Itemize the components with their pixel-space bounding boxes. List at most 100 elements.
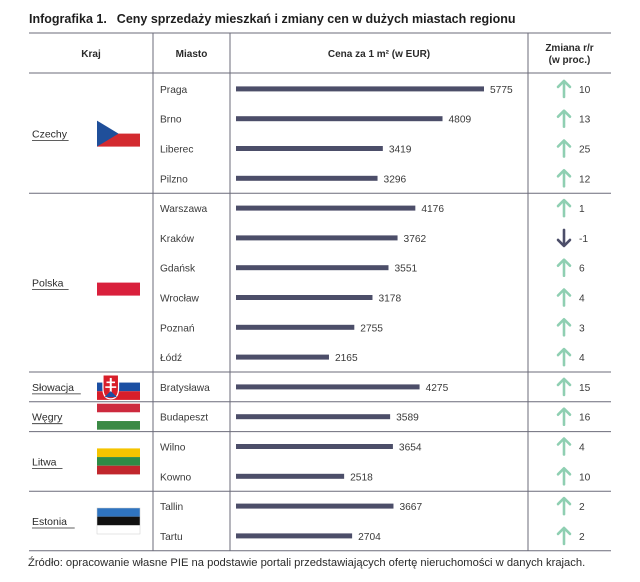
country-label: Polska — [32, 278, 64, 290]
price-value: 3762 — [404, 234, 427, 245]
country-label: Estonia — [32, 516, 67, 528]
arrow-up-icon — [556, 347, 572, 367]
header-change-line2: (w proc.) — [549, 55, 591, 66]
slovakia-flag-icon — [97, 373, 140, 400]
arrow-down-icon — [556, 228, 572, 248]
change-value: 4 — [579, 443, 585, 454]
change-value: 3 — [579, 323, 585, 334]
hungary-flag-icon — [97, 403, 140, 430]
price-value: 2704 — [358, 532, 381, 543]
change-value: 13 — [579, 115, 591, 126]
city-label: Liberec — [160, 145, 193, 156]
city-label: Bratysława — [160, 383, 210, 394]
city-label: Tallin — [160, 502, 183, 513]
price-bar — [236, 354, 329, 360]
city-label: Warszawa — [160, 204, 208, 215]
arrow-up-icon — [556, 169, 572, 188]
header-city: Miasto — [176, 49, 208, 60]
country-label: Słowacja — [32, 382, 74, 394]
price-bar — [236, 86, 484, 92]
arrow-up-icon — [556, 288, 572, 307]
arrow-up-icon — [556, 437, 572, 456]
change-value: 10 — [579, 472, 591, 483]
price-value: 3178 — [378, 294, 401, 305]
price-bar — [236, 473, 345, 479]
arrow-up-icon — [556, 377, 572, 397]
city-label: Łódź — [160, 353, 182, 364]
czech-flag-icon — [97, 120, 140, 147]
arrow-up-icon — [556, 258, 572, 278]
change-value: 4 — [579, 294, 585, 305]
change-value: 2 — [579, 532, 585, 543]
price-bar — [236, 295, 373, 300]
city-label: Kowno — [160, 472, 191, 483]
price-value: 4176 — [421, 204, 444, 215]
lithuania-flag-icon — [97, 448, 140, 475]
price-value: 3654 — [399, 443, 422, 454]
price-bar — [236, 324, 355, 330]
city-label: Poznań — [160, 323, 195, 334]
change-value: 25 — [579, 145, 591, 156]
city-label: Praga — [160, 85, 188, 96]
arrow-up-icon — [556, 407, 572, 427]
price-bar — [236, 414, 391, 420]
city-label: Pilzno — [160, 174, 188, 185]
price-value: 3667 — [399, 502, 422, 513]
price-value: 3296 — [384, 174, 407, 185]
city-label: Tartu — [160, 532, 183, 543]
price-bar — [236, 384, 420, 390]
header-country: Kraj — [81, 49, 101, 60]
price-bar — [236, 146, 383, 151]
header-price: Cena za 1 m² (w EUR) — [328, 49, 430, 60]
country-label: Litwa — [32, 456, 57, 468]
price-bar — [236, 444, 393, 449]
arrow-up-icon — [556, 109, 572, 128]
arrow-up-icon — [556, 317, 572, 337]
price-value: 4275 — [426, 383, 449, 394]
change-value: 6 — [579, 264, 585, 275]
arrow-up-icon — [556, 526, 572, 546]
change-value: 12 — [579, 174, 591, 185]
figure-number: Infografika 1. — [29, 12, 107, 26]
arrow-up-icon — [556, 466, 572, 486]
price-value: 3589 — [396, 413, 419, 424]
change-value: 10 — [579, 85, 591, 96]
figure-title: Ceny sprzedaży mieszkań i zmiany cen w d… — [116, 12, 516, 26]
price-value: 2518 — [350, 472, 373, 483]
change-value: 2 — [579, 502, 585, 513]
source-note: Źródło: opracowanie własne PIE na podsta… — [28, 557, 586, 569]
price-value: 2755 — [360, 323, 383, 334]
price-bar — [236, 116, 443, 122]
country-label: Czechy — [32, 129, 68, 141]
arrow-up-icon — [556, 198, 572, 218]
change-value: 1 — [579, 204, 585, 215]
price-value: 2165 — [335, 353, 358, 364]
price-bar — [236, 265, 389, 271]
city-label: Wrocław — [160, 294, 200, 305]
change-value: 4 — [579, 353, 585, 364]
city-label: Budapeszt — [160, 413, 208, 424]
price-value: 3419 — [389, 145, 412, 156]
price-value: 4809 — [449, 115, 472, 126]
country-label: Węgry — [32, 412, 63, 424]
price-bar — [236, 235, 398, 241]
price-bar — [236, 503, 394, 509]
price-value: 3551 — [394, 264, 417, 275]
city-label: Wilno — [160, 443, 186, 454]
change-value: 15 — [579, 383, 591, 394]
chart-title: Infografika 1. Ceny sprzedaży mieszkań i … — [29, 12, 516, 26]
estonia-flag-icon — [96, 507, 141, 535]
city-label: Kraków — [160, 234, 195, 245]
poland-flag-icon — [97, 269, 140, 296]
price-bar — [236, 175, 378, 181]
arrow-up-icon — [556, 79, 572, 99]
price-bar — [236, 533, 353, 539]
city-label: Gdańsk — [160, 264, 196, 275]
header-change-line1: Zmiana r/r — [545, 43, 593, 54]
price-value: 5775 — [490, 85, 513, 96]
price-bar — [236, 205, 416, 211]
arrow-up-icon — [556, 139, 572, 158]
change-value: 16 — [579, 413, 591, 424]
city-label: Brno — [160, 115, 182, 126]
